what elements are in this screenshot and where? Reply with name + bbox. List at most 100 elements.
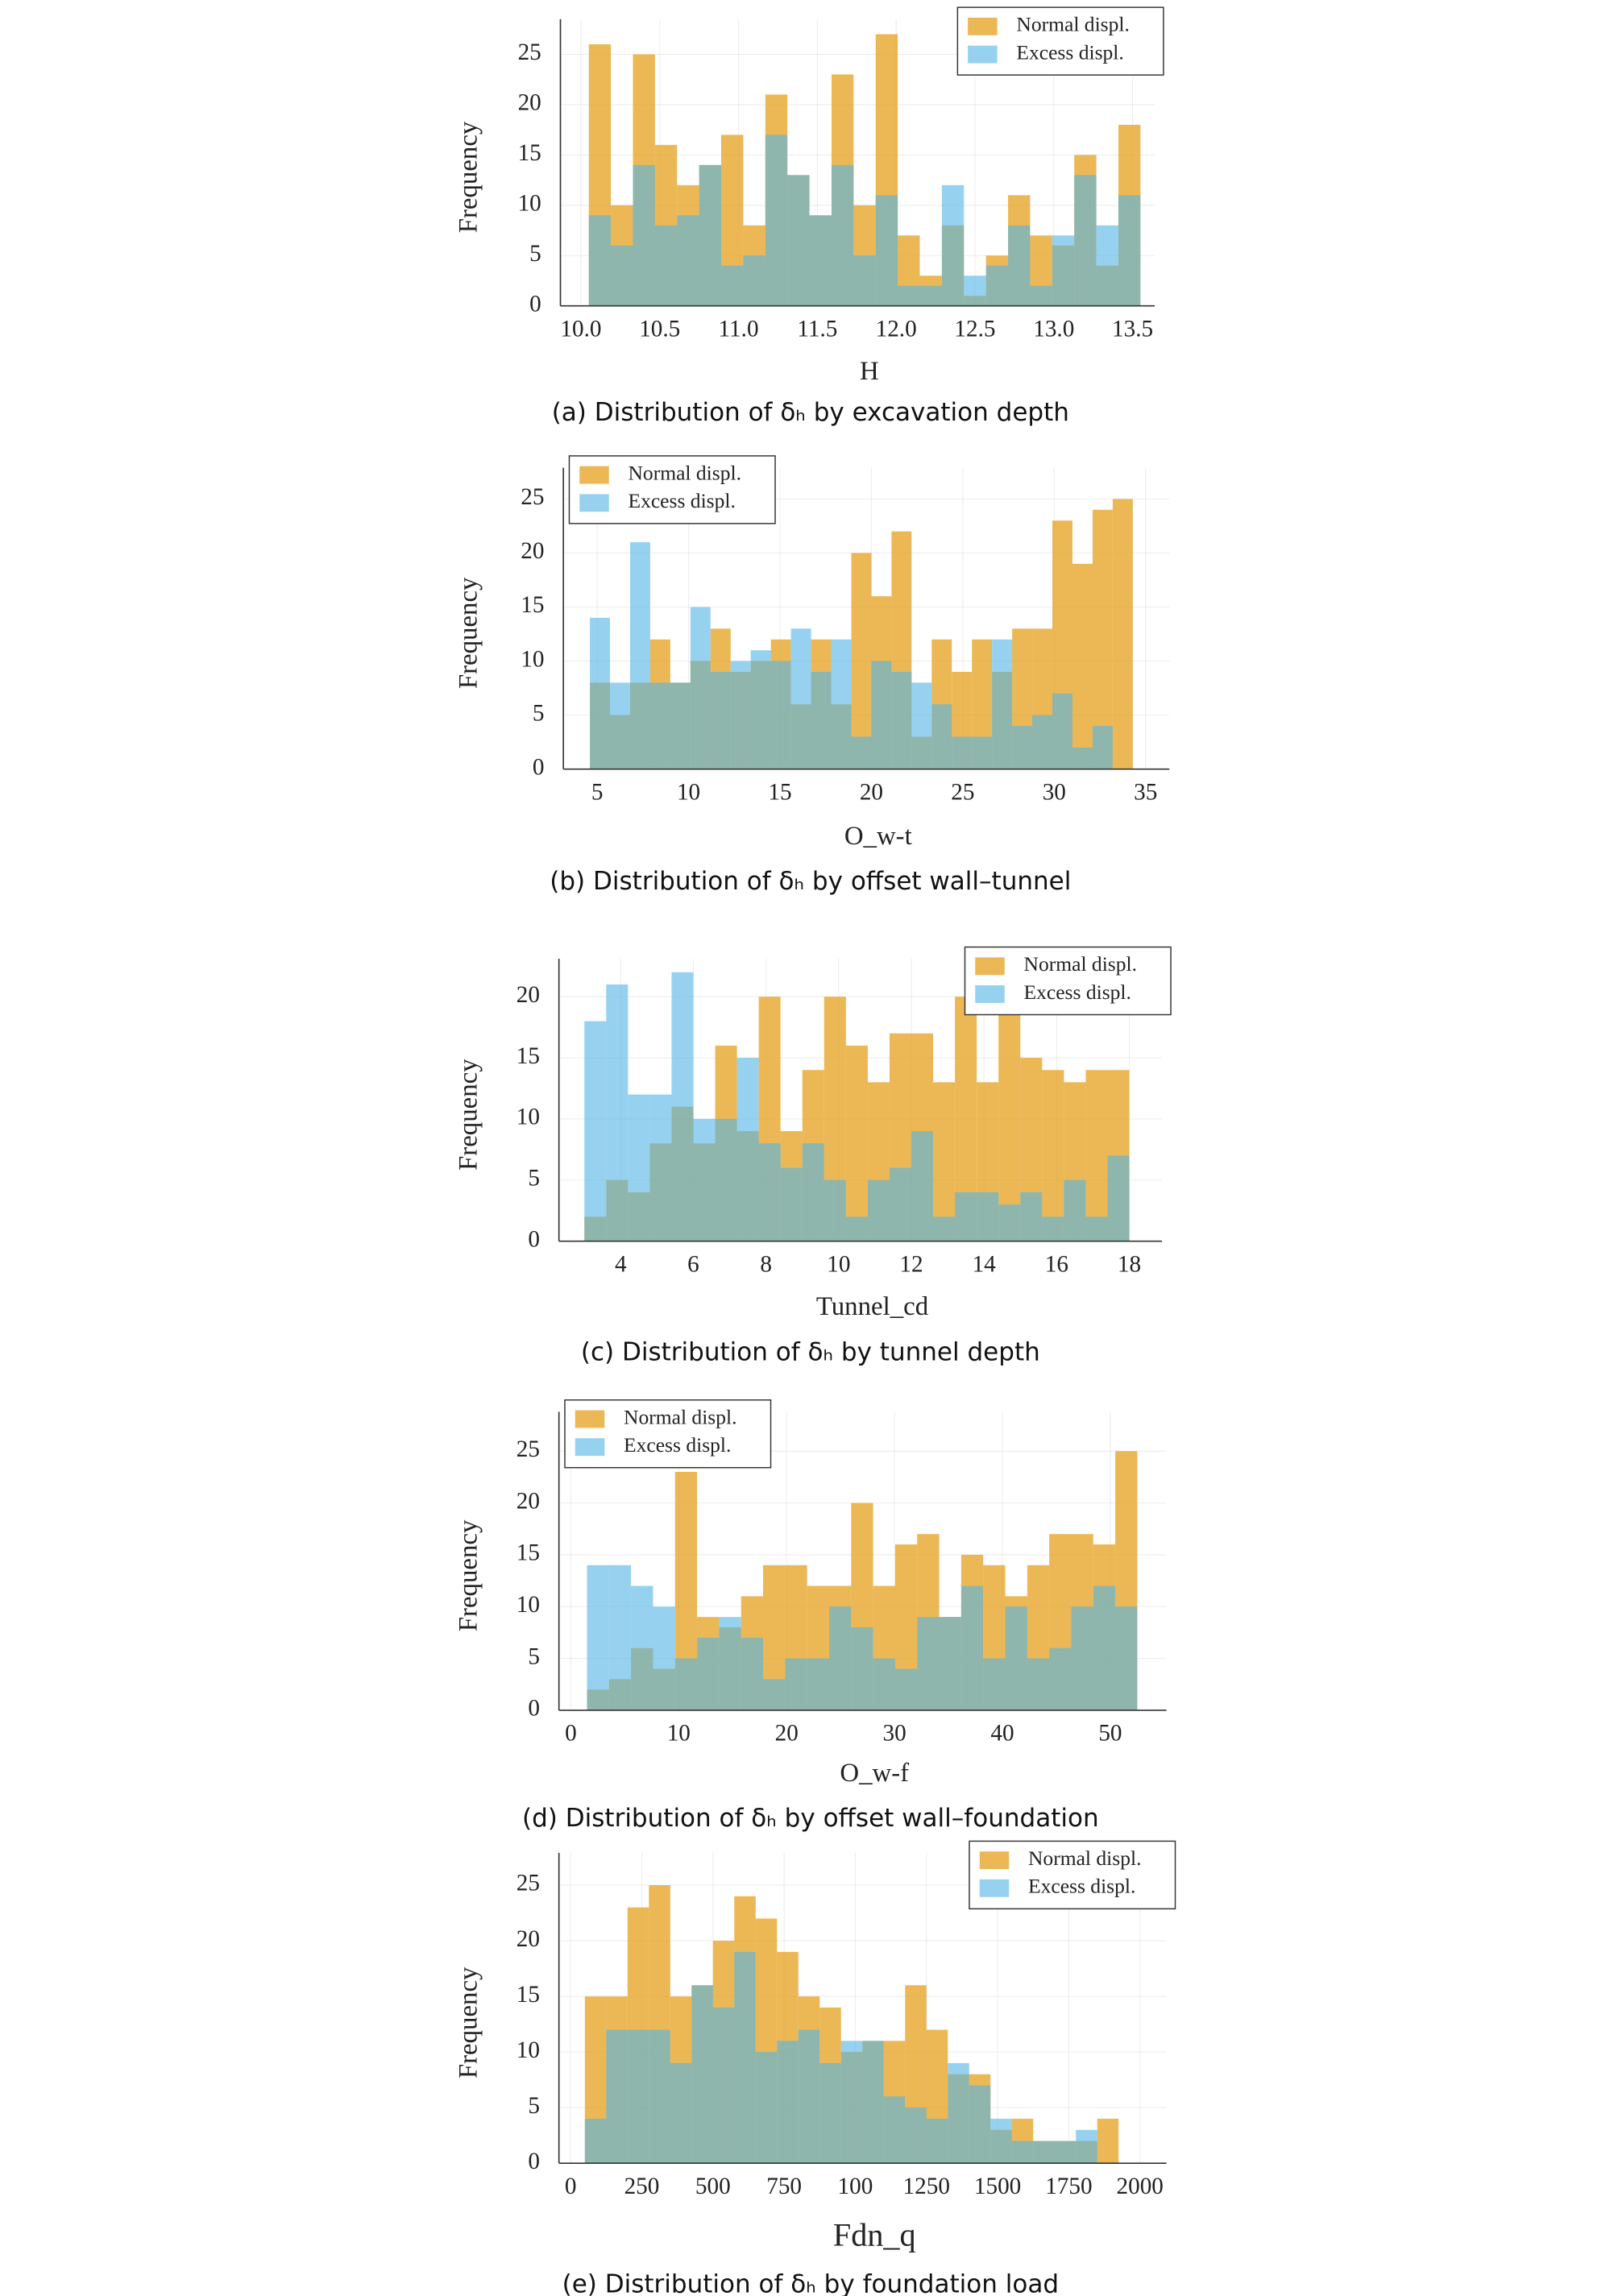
x-tick-label: 10 (827, 1251, 850, 1277)
y-tick-label: 5 (528, 2093, 540, 2119)
caption: (d) Distribution of δₕ by offset wall–fo… (522, 1804, 1099, 1833)
y-tick-label: 15 (518, 140, 541, 166)
x-tick-label: 13.5 (1112, 316, 1153, 342)
histogram-bar (819, 2062, 841, 2164)
histogram-bar (649, 1094, 672, 1241)
histogram-bar (1096, 225, 1118, 306)
y-tick-label: 10 (517, 2037, 540, 2063)
y-tick-label: 0 (533, 754, 545, 780)
histogram-bar (629, 542, 650, 769)
histogram-bar (845, 1045, 868, 1241)
histogram-bar (964, 276, 986, 306)
y-tick-label: 20 (517, 1926, 540, 1952)
histogram-bar (1011, 2141, 1034, 2164)
histogram-bar (1064, 1179, 1086, 1241)
histogram-bar (977, 1192, 999, 1241)
histogram-bar (926, 2118, 948, 2164)
y-axis-label: Frequency (454, 121, 483, 233)
x-tick-label: 13.0 (1033, 316, 1074, 342)
histogram-bar (734, 1951, 756, 2164)
histogram-bar (758, 1143, 781, 1241)
legend-label: Normal displ. (1024, 952, 1138, 976)
legend-swatch (975, 957, 1005, 976)
histogram-bar (780, 1167, 803, 1241)
y-axis-label: Frequency (454, 577, 483, 689)
histogram-bar (1054, 2141, 1077, 2164)
x-tick-label: 20 (860, 779, 883, 805)
histogram-bar (807, 1658, 829, 1710)
y-tick-label: 10 (521, 646, 544, 672)
histogram-bar (606, 984, 629, 1241)
y-tick-label: 15 (517, 1540, 540, 1566)
y-axis-label: Frequency (454, 1519, 483, 1631)
x-tick-label: 35 (1134, 779, 1157, 805)
y-tick-label: 0 (528, 2149, 540, 2174)
histogram-bar (677, 215, 699, 306)
y-tick-label: 20 (517, 1488, 540, 1514)
histogram-bar (730, 661, 751, 769)
histogram-bar (690, 607, 711, 769)
histogram-bar (851, 1627, 873, 1710)
histogram-bar (831, 639, 852, 769)
legend-label: Excess displ. (624, 1433, 731, 1457)
x-tick-label: 5 (591, 779, 604, 805)
x-tick-label: 0 (565, 2174, 577, 2199)
x-tick-label: 6 (687, 1251, 699, 1277)
x-tick-label: 250 (624, 2174, 660, 2199)
histogram-bar (998, 1204, 1021, 1241)
histogram-bar (777, 2041, 799, 2164)
histogram-bar (587, 1565, 609, 1710)
x-tick-label: 500 (695, 2174, 731, 2199)
histogram-bar (1097, 2118, 1119, 2164)
histogram-bar (787, 175, 810, 306)
x-tick-label: 2000 (1117, 2174, 1164, 2199)
histogram-bar (610, 682, 630, 769)
histogram-bar (719, 1617, 741, 1710)
histogram-bar (851, 553, 872, 769)
legend-swatch (575, 1410, 605, 1428)
histogram-bar (1042, 1070, 1064, 1241)
x-tick-label: 18 (1118, 1251, 1141, 1277)
histogram-bar (985, 265, 1009, 306)
y-tick-label: 5 (528, 1643, 540, 1669)
y-tick-label: 20 (521, 538, 544, 564)
histogram-bar (990, 2118, 1012, 2164)
histogram-bar (867, 1179, 890, 1241)
histogram-bar (1074, 175, 1097, 306)
y-tick-label: 5 (533, 700, 545, 726)
x-tick-label: 8 (760, 1251, 772, 1277)
histogram-bar (853, 255, 876, 306)
histogram-bar (631, 1585, 653, 1710)
histogram-bar (606, 2029, 628, 2164)
histogram-bar (765, 135, 788, 306)
y-tick-label: 0 (528, 1696, 540, 1722)
x-tick-label: 0 (565, 1721, 577, 1747)
histogram-bar (939, 1617, 961, 1710)
x-tick-label: 12.5 (954, 316, 995, 342)
histogram-bar (590, 617, 611, 769)
histogram-bar (824, 1179, 846, 1241)
histogram-bar (875, 195, 898, 306)
histogram-bar (588, 215, 612, 306)
histogram-bar (608, 1565, 632, 1710)
histogram-bar (1049, 1647, 1072, 1710)
histogram-bar (721, 265, 744, 306)
histogram-bar (831, 164, 854, 306)
caption: (c) Distribution of δₕ by tunnel depth (581, 1337, 1040, 1366)
histogram-bar (712, 2007, 735, 2164)
legend-label: Excess displ. (1016, 40, 1123, 64)
y-tick-label: 25 (521, 484, 544, 510)
histogram-bar (917, 1617, 940, 1710)
x-tick-label: 10.5 (639, 316, 680, 342)
histogram-bar (670, 682, 691, 769)
histogram-bar (933, 1082, 956, 1241)
legend-swatch (979, 1879, 1010, 1897)
y-tick-label: 10 (517, 1104, 540, 1130)
histogram-bar (931, 704, 952, 769)
x-tick-label: 20 (775, 1721, 799, 1747)
legend-label: Normal displ. (628, 461, 741, 484)
histogram-bar (627, 2029, 649, 2164)
histogram-bar (911, 1131, 934, 1241)
histogram-bar (743, 255, 765, 306)
